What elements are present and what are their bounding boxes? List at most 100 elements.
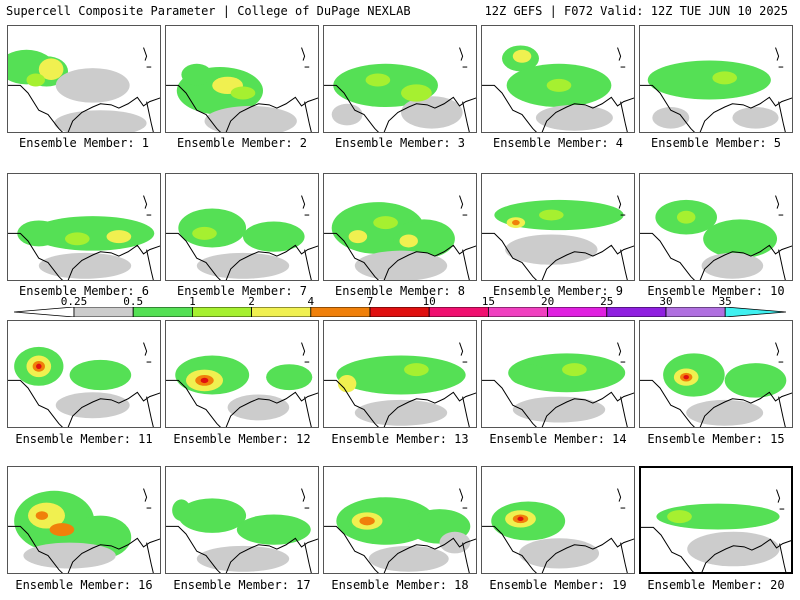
scp-contour-fill <box>236 514 311 545</box>
member-caption-1: Ensemble Member: 1 <box>18 136 150 150</box>
scp-contour-fill <box>652 107 690 129</box>
scp-contour-fill <box>178 208 247 248</box>
coastline-border <box>620 396 628 427</box>
colorbar-tick-label: 0.5 <box>123 295 144 308</box>
coastline-border <box>383 537 476 573</box>
colorbar-segment <box>547 307 608 317</box>
map-panel-member-11[interactable] <box>7 320 161 428</box>
coastline-border <box>482 84 537 132</box>
map-panel-member-5[interactable] <box>639 25 793 133</box>
scp-field-map <box>482 195 634 280</box>
title-right: 12Z GEFS | F072 Valid: 12Z TUE JUN 10 20… <box>484 4 788 18</box>
map-panel-member-18[interactable] <box>323 466 477 574</box>
scp-contour-fill <box>38 58 64 80</box>
coastline-border <box>482 232 537 280</box>
colorbar-segment <box>487 307 548 317</box>
member-caption-12: Ensemble Member: 12 <box>173 432 311 446</box>
scp-contour-fill <box>732 107 779 129</box>
map-panel-member-8[interactable] <box>323 173 477 281</box>
scp-contour-fill <box>686 399 764 426</box>
scp-contour-fill <box>359 516 375 526</box>
coastline-border <box>620 101 628 132</box>
map-panel-member-20[interactable] <box>639 466 793 574</box>
colorbar-tick-label: 25 <box>600 295 614 308</box>
scp-contour-fill <box>647 60 771 100</box>
lake-outline <box>617 342 622 356</box>
member-caption-6: Ensemble Member: 6 <box>18 284 150 298</box>
member-caption-8: Ensemble Member: 8 <box>334 284 466 298</box>
map-panel-member-3[interactable] <box>323 25 477 133</box>
scp-contour-fill <box>106 230 132 244</box>
colorbar-tick-label: 1 <box>189 295 196 308</box>
coastline-border <box>541 537 634 573</box>
map-panel-member-14[interactable] <box>481 320 635 428</box>
coastline-border <box>462 249 470 280</box>
map-panel-member-10[interactable] <box>639 173 793 281</box>
scp-contour-fill <box>200 377 209 384</box>
map-panel-member-17[interactable] <box>165 466 319 574</box>
scp-field-map <box>8 195 160 280</box>
map-panel-member-4[interactable] <box>481 25 635 133</box>
member-caption-11: Ensemble Member: 11 <box>15 432 153 446</box>
scp-contour-fill <box>230 86 256 100</box>
member-caption-17: Ensemble Member: 17 <box>173 578 311 592</box>
scp-contour-fill <box>505 234 598 265</box>
scp-contour-fill <box>26 73 45 87</box>
coastline-border <box>146 101 154 132</box>
map-panel-member-2[interactable] <box>165 25 319 133</box>
scp-contour-fill <box>331 103 363 126</box>
coastline-border <box>541 96 634 132</box>
coastline-border <box>779 543 787 572</box>
map-panel-member-9[interactable] <box>481 173 635 281</box>
coastline-border <box>699 244 792 280</box>
scp-contour-fill <box>35 511 49 520</box>
lake-outline <box>143 195 148 209</box>
scp-contour-fill <box>178 498 247 533</box>
scp-contour-fill <box>204 105 297 132</box>
map-panel-member-1[interactable] <box>7 25 161 133</box>
scp-contour-fill <box>38 252 132 279</box>
lake-outline <box>775 342 780 356</box>
scp-contour-fill <box>546 78 572 92</box>
member-caption-19: Ensemble Member: 19 <box>489 578 627 592</box>
colorbar-segment <box>132 307 193 317</box>
colorbar-tick-label: 20 <box>540 295 555 308</box>
scp-contour-fill <box>562 363 587 377</box>
map-panel-member-19[interactable] <box>481 466 635 574</box>
coastline-border <box>701 538 791 572</box>
title-left: Supercell Composite Parameter | College … <box>6 4 411 18</box>
map-panel-member-6[interactable] <box>7 173 161 281</box>
scp-contour-fill <box>368 545 449 572</box>
scp-contour-fill <box>518 538 600 569</box>
coastline-border <box>778 249 786 280</box>
map-panel-member-13[interactable] <box>323 320 477 428</box>
coastline-border <box>67 537 160 573</box>
coastline-border <box>8 379 63 427</box>
coastline-border <box>67 244 160 280</box>
map-panel-member-15[interactable] <box>639 320 793 428</box>
coastline-border <box>640 379 695 427</box>
lake-outline <box>301 342 306 356</box>
scp-contour-fill <box>49 523 75 537</box>
map-panel-member-16[interactable] <box>7 466 161 574</box>
map-panel-member-12[interactable] <box>165 320 319 428</box>
scp-field-map <box>166 195 318 280</box>
scp-field-map <box>640 342 792 427</box>
map-panel-member-7[interactable] <box>165 173 319 281</box>
member-caption-4: Ensemble Member: 4 <box>492 136 624 150</box>
coastline-border <box>640 84 695 132</box>
coastline-border <box>324 84 379 132</box>
scp-contour-fill <box>687 531 780 567</box>
coastline-border <box>541 391 634 427</box>
color-scale-bar <box>14 307 786 317</box>
colorbar-segment <box>665 307 726 317</box>
scp-field-map <box>324 195 476 280</box>
coastline-border <box>166 525 221 573</box>
lake-outline <box>775 195 780 209</box>
lake-outline <box>775 47 780 61</box>
member-caption-7: Ensemble Member: 7 <box>176 284 308 298</box>
scp-contour-fill <box>401 96 463 129</box>
coastline-border <box>699 391 792 427</box>
lake-outline <box>617 488 622 502</box>
colorbar-under-triangle <box>14 307 75 317</box>
